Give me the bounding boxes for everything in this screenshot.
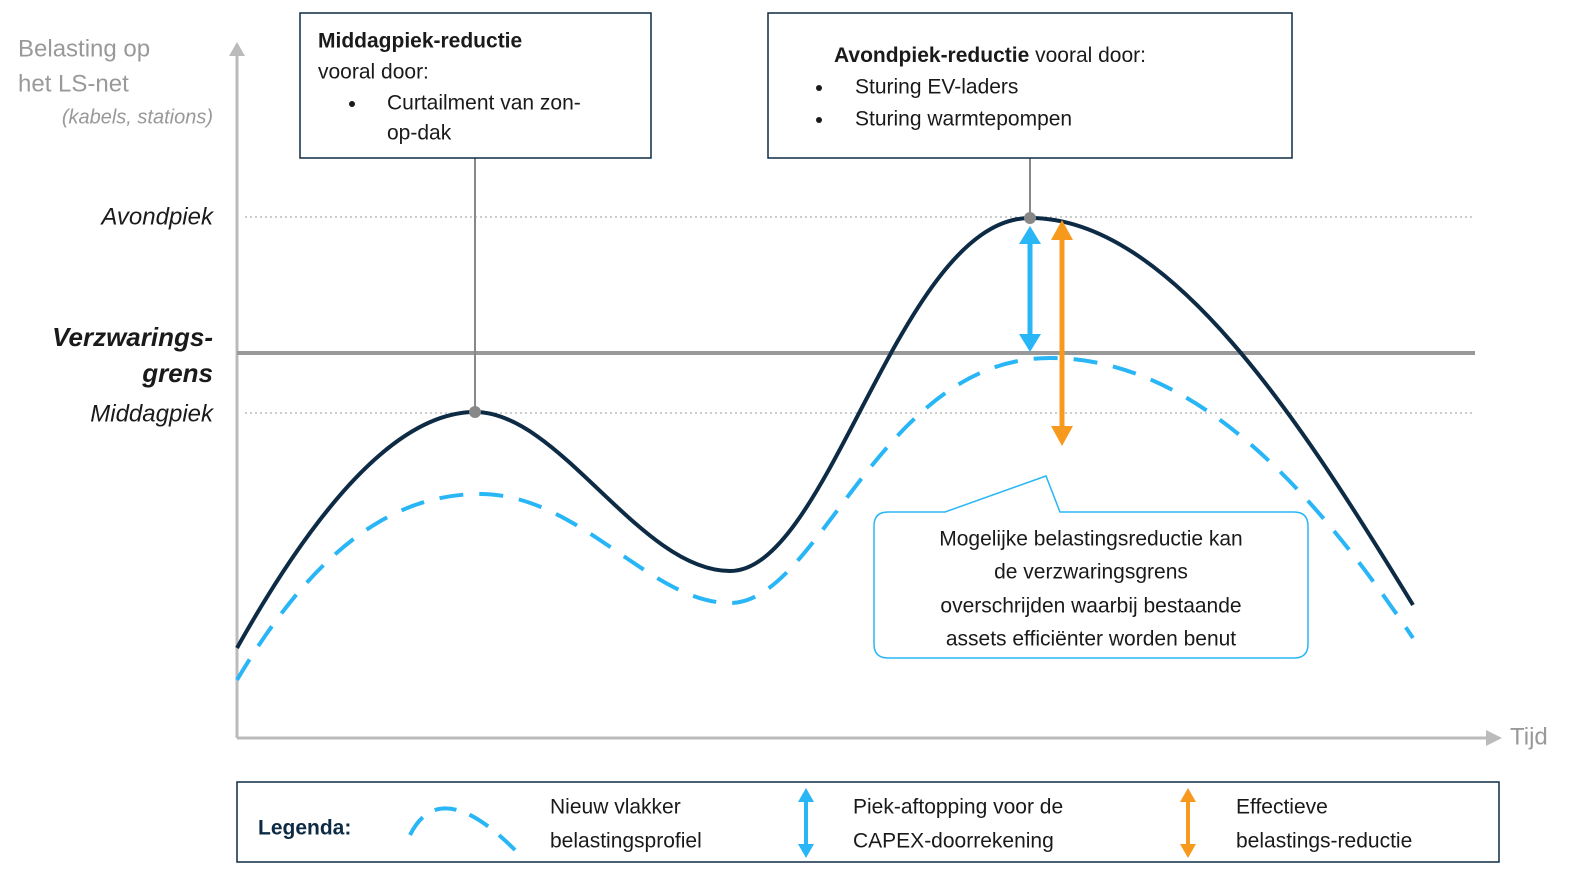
- callout-text: Mogelijke belastingsreductie kan: [939, 528, 1243, 551]
- y-arrow: [229, 42, 245, 56]
- legend-text: CAPEX-doorrekening: [853, 830, 1054, 853]
- box-bullet: op-dak: [387, 122, 452, 145]
- level-label: Verzwarings-: [52, 322, 213, 352]
- level-label: grens: [141, 358, 213, 388]
- callout-text: de verzwaringsgrens: [994, 561, 1188, 584]
- legend: Legenda: Nieuw vlakker belastingsprofiel…: [236, 781, 1500, 863]
- x-label: Tijd: [1510, 723, 1548, 750]
- legend-title: Legenda:: [258, 817, 351, 840]
- peak-dot: [469, 406, 481, 418]
- legend-text: belastings-reductie: [1236, 830, 1412, 853]
- new-profile: [235, 355, 1415, 682]
- legend-text: belastingsprofiel: [550, 830, 702, 853]
- legend-text: Nieuw vlakker: [550, 796, 681, 819]
- box-title: Avondpiek-reductie: [834, 44, 1029, 67]
- level-label: Avondpiek: [99, 203, 215, 230]
- y-label: het LS-net: [18, 70, 129, 97]
- level-label: Middagpiek: [90, 400, 215, 427]
- box-bullet: Sturing warmtepompen: [855, 108, 1072, 131]
- box-text: vooral door:: [1029, 44, 1146, 67]
- callout: Mogelijke belastingsreductie kan de verz…: [873, 475, 1309, 659]
- callout-text: assets efficiënter worden benut: [946, 628, 1236, 651]
- box-title: Avondpiek-reductie vooral door:: [834, 44, 1146, 67]
- callout-text: overschrijden waarbij bestaande: [940, 595, 1241, 618]
- peak-dot: [1024, 212, 1036, 224]
- legend-text: Effectieve: [1236, 796, 1328, 819]
- blue-arrow: [1019, 226, 1041, 352]
- box-bullet: Sturing EV-laders: [855, 76, 1018, 99]
- legend-dash: [408, 806, 517, 852]
- box: Avondpiek-reductie vooral door: Sturing …: [767, 12, 1293, 159]
- box-text: vooral door:: [318, 61, 429, 84]
- x-arrow: [1486, 730, 1502, 746]
- box-title: Middagpiek-reductie: [318, 30, 522, 53]
- y-label: (kabels, stations): [62, 106, 213, 128]
- current-profile: [235, 215, 1415, 649]
- box: Middagpiek-reductie vooral door: Curtail…: [299, 12, 652, 159]
- box-bullet: Curtailment van zon-: [387, 92, 581, 115]
- y-label: Belasting op: [18, 35, 150, 62]
- orange-arrow: [1051, 220, 1073, 446]
- legend-text: Piek-aftopping voor de: [853, 796, 1063, 819]
